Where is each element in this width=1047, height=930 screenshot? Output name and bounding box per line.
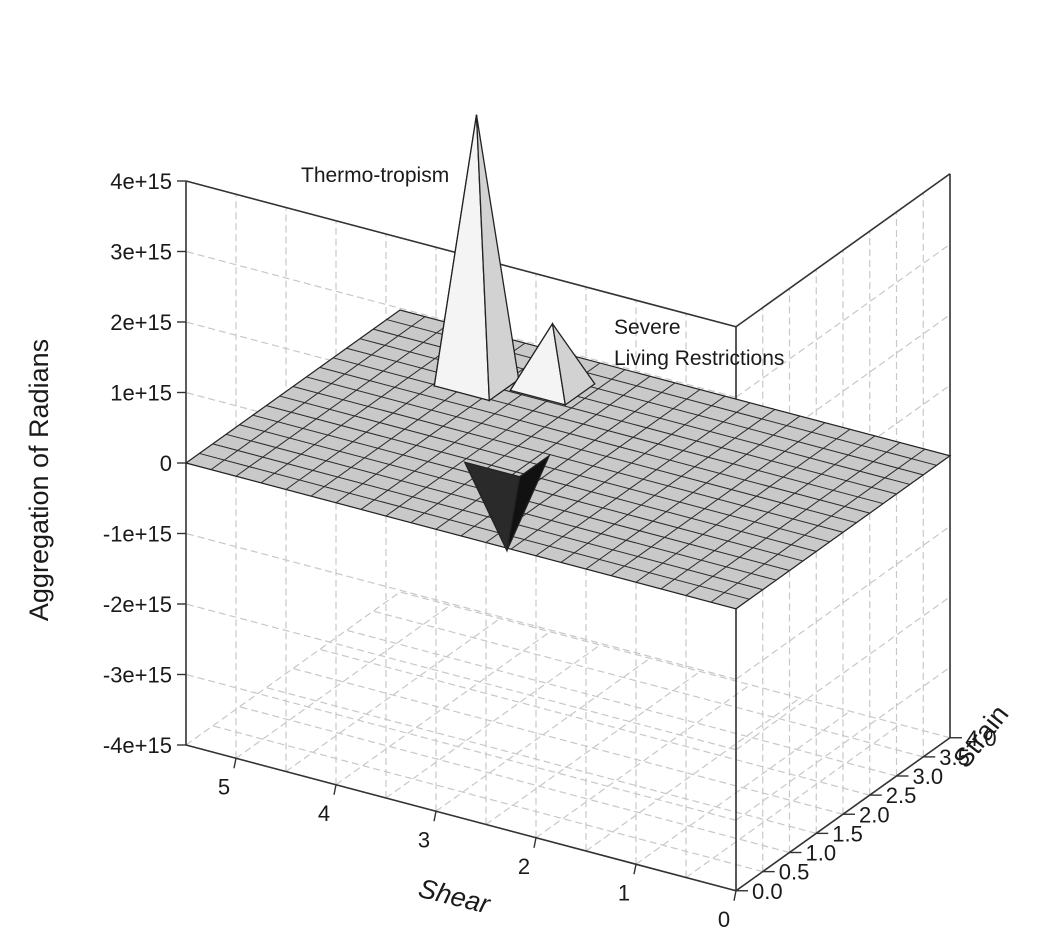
surface-meshline: [635, 428, 851, 583]
peak-1-face-2: [551, 323, 596, 407]
surface-meshline: [535, 402, 751, 557]
surface-meshline: [710, 448, 926, 603]
floor-gridline: [535, 684, 751, 839]
surface-meshline: [685, 442, 901, 596]
surface-meshline: [435, 375, 651, 530]
z-tick-label: 4e+15: [110, 169, 172, 194]
x-tick-mark: [433, 811, 437, 822]
floor-gridline: [399, 591, 951, 739]
floor-gridline: [212, 725, 763, 873]
back-wall-gridline: [735, 596, 951, 751]
y-tick-label: 4.0: [966, 726, 997, 751]
surface-meshline: [210, 316, 426, 471]
x-tick-mark: [733, 890, 737, 901]
back-wall-gridline: [735, 243, 951, 398]
peak-2-face-1: [506, 453, 551, 551]
y-axis-label: Strain: [947, 699, 1014, 773]
z-tick-label: 0: [160, 451, 172, 476]
x-tick-mark: [233, 758, 237, 769]
y-tick-label: 0.5: [779, 860, 810, 885]
surface-meshline: [235, 322, 451, 477]
annotation-severe: Severe: [614, 316, 681, 339]
surface-meshline: [560, 408, 776, 563]
annotation-thermo-tropism: Thermo-tropism: [301, 164, 449, 187]
y-tick-label: 2.0: [859, 802, 890, 827]
floor-gridline: [373, 610, 924, 758]
x-tick-mark: [633, 864, 637, 875]
y-tick-label: 3.5: [939, 745, 970, 770]
x-tick-label: 3: [418, 827, 430, 852]
surface-layer: [184, 114, 952, 610]
z-tick-label: -4e+15: [103, 733, 172, 758]
y-tick-label: 1.5: [832, 821, 863, 846]
floor-gridline: [266, 687, 817, 834]
floor-gridline: [385, 644, 601, 799]
side-wall-gridline: [185, 532, 737, 680]
floor-gridline: [319, 648, 870, 796]
top-back-edge: [735, 173, 951, 328]
z-tick-label: 1e+15: [110, 381, 172, 406]
surface-meshline: [510, 395, 726, 550]
floor-gridline: [292, 667, 844, 815]
surface-meshline: [585, 415, 801, 570]
y-tick-label: 3.0: [913, 764, 944, 789]
annotation-living-restrictions: Living Restrictions: [614, 347, 784, 370]
surface-meshline: [610, 422, 826, 577]
x-tick-mark: [533, 837, 537, 848]
surface-meshline: [410, 369, 626, 524]
z-axis-label: Aggregation of Radians: [24, 339, 54, 621]
floor-gridline: [346, 629, 897, 777]
x-axis-line: [185, 744, 737, 892]
x-tick-label: 5: [218, 774, 230, 799]
tick-labels: -4e+15 -3e+15 -2e+15 -1e+15 0 1e+15 2e+15 3e+15…: [103, 169, 997, 930]
y-tick-label: 0.0: [752, 879, 783, 904]
x-tick-mark: [333, 784, 337, 795]
x-tick-label: 4: [318, 801, 330, 826]
y-tick-label: 1.0: [806, 841, 837, 866]
z-tick-label: -1e+15: [103, 522, 172, 547]
floor-gridline: [685, 724, 901, 878]
peak-0-face-2: [475, 114, 520, 402]
x-axis-label: Shear: [416, 873, 494, 920]
z-tick-label: -2e+15: [103, 592, 172, 617]
z-tick-label: 2e+15: [110, 310, 172, 335]
side-wall-gridline: [185, 603, 737, 751]
x-tick-label: 1: [618, 880, 630, 905]
x-tick-label: 0: [718, 907, 730, 930]
y-tick-label: 2.5: [886, 783, 917, 808]
floor-gridline: [239, 706, 790, 854]
side-wall-gridline: [185, 250, 737, 398]
surface-meshline: [660, 435, 876, 590]
z-tick-label: -3e+15: [103, 663, 172, 688]
x-tick-label: 2: [518, 854, 530, 879]
z-tick-label: 3e+15: [110, 240, 172, 265]
side-wall-gridline: [185, 673, 737, 821]
